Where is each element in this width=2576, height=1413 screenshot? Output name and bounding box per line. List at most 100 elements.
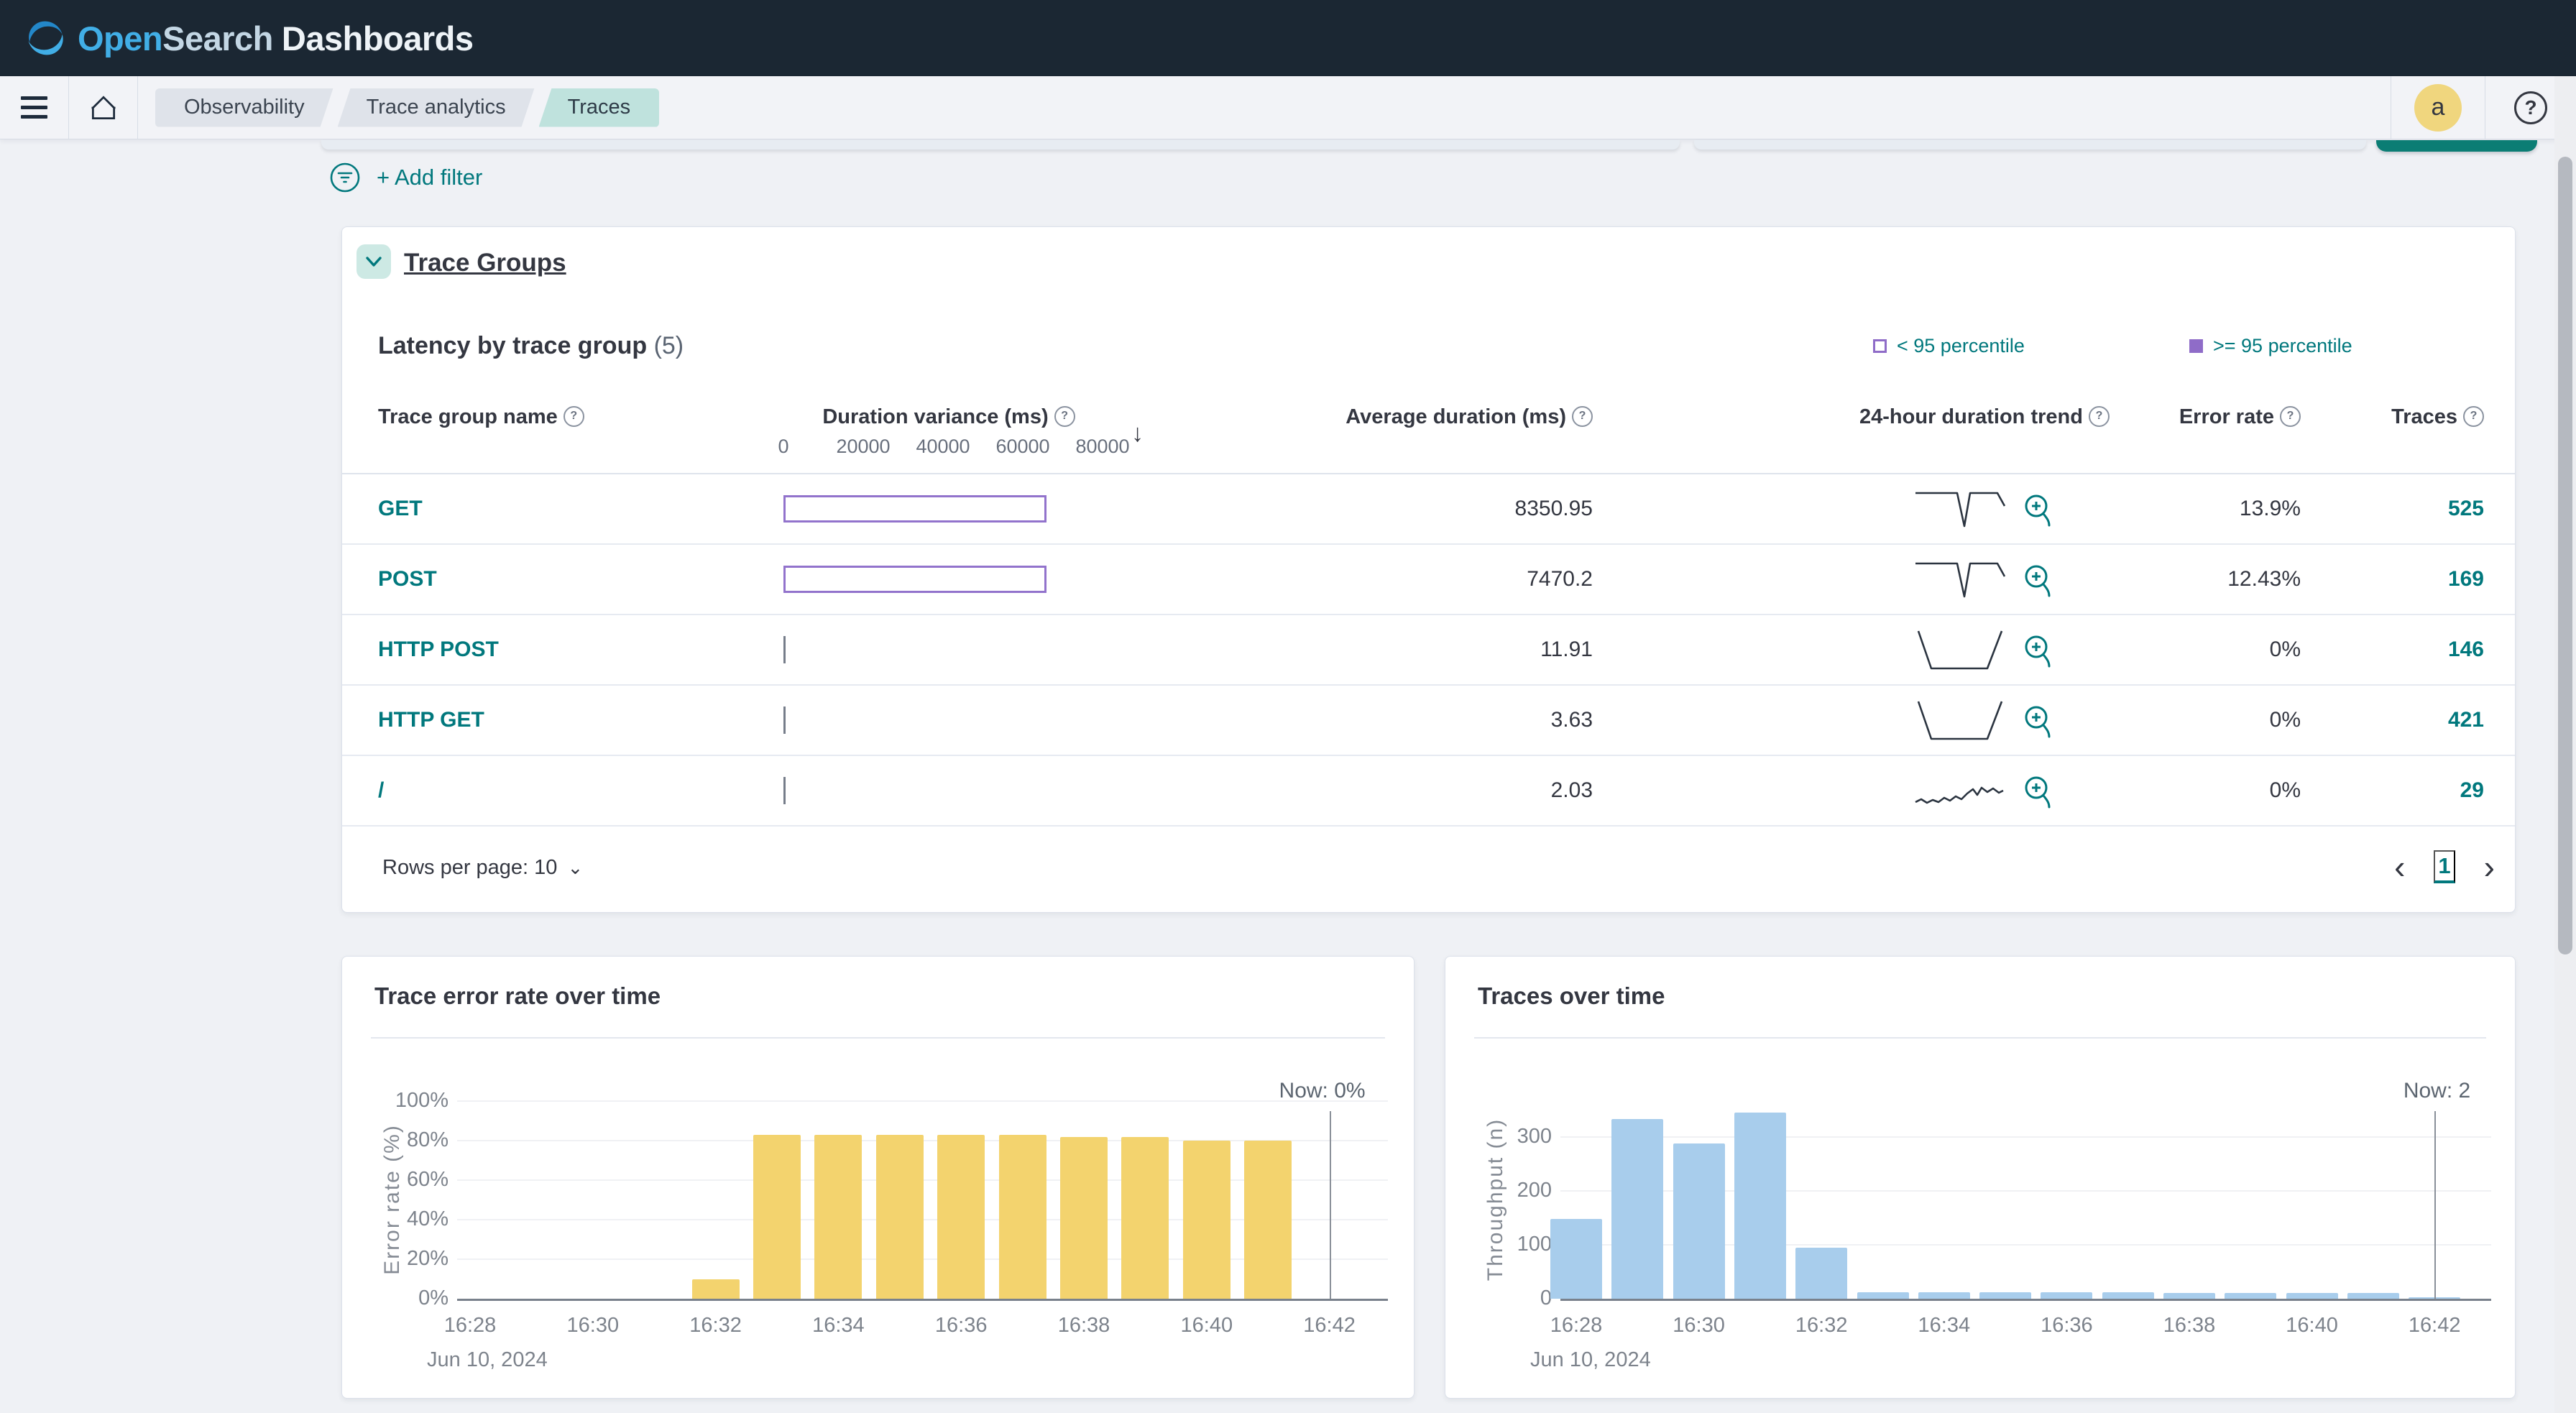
- column-header-trace-group-name[interactable]: Trace group name?: [378, 405, 584, 429]
- question-circle-icon[interactable]: ?: [1572, 405, 1593, 427]
- trace-group-name-link[interactable]: HTTP GET: [378, 708, 484, 732]
- now-annotation: Now: 2: [2403, 1079, 2471, 1103]
- variance-axis-tick: 0: [778, 436, 789, 457]
- avatar[interactable]: a: [2414, 83, 2462, 132]
- variance-axis-ticks: 0 20000 40000 60000 80000: [778, 436, 1129, 461]
- latency-table-title: Latency by trace group (5): [378, 332, 684, 360]
- x-tick-label: 16:42: [1303, 1314, 1356, 1337]
- bar: [753, 1134, 801, 1299]
- trace-group-name-link[interactable]: POST: [378, 567, 437, 591]
- traces-count-link[interactable]: 169: [2447, 567, 2484, 591]
- gridline: [1560, 1136, 2491, 1138]
- previous-page-button[interactable]: ‹: [2390, 850, 2409, 884]
- bar: [1244, 1141, 1292, 1299]
- table-row: / 2.03 0% 29: [342, 756, 2515, 827]
- trace-group-name-link[interactable]: /: [378, 778, 385, 802]
- gridline: [1560, 1243, 2491, 1246]
- divider: [371, 1037, 1385, 1039]
- breadcrumbs: Observability Trace analytics Traces: [155, 88, 663, 127]
- x-tick-label: 16:28: [1550, 1314, 1603, 1337]
- expand-trend-button[interactable]: [2022, 492, 2055, 531]
- expand-trend-button[interactable]: [2022, 703, 2055, 742]
- legend-item: < 95 percentile: [1873, 335, 2025, 357]
- gridline: [1560, 1189, 2491, 1192]
- collapse-trace-groups-button[interactable]: [356, 244, 391, 279]
- y-tick-label: 0%: [418, 1287, 448, 1310]
- error-rate-chart-panel: Trace error rate over time Error rate (%…: [341, 956, 1414, 1399]
- duration-variance-bar: [783, 566, 1047, 593]
- average-duration-value: 2.03: [1550, 778, 1593, 802]
- app-title-product: Dashboards: [281, 19, 474, 57]
- home-button[interactable]: [69, 76, 137, 139]
- breadcrumb-traces[interactable]: Traces: [538, 88, 660, 127]
- update-button-cutoff[interactable]: [2376, 140, 2537, 152]
- question-circle-icon[interactable]: ?: [2280, 405, 2301, 427]
- trace-group-name-link[interactable]: HTTP POST: [378, 638, 499, 661]
- breadcrumb-trace-analytics[interactable]: Trace analytics: [338, 88, 535, 127]
- home-icon: [91, 95, 115, 119]
- question-circle-icon[interactable]: ?: [2463, 405, 2484, 427]
- chevron-down-icon: [366, 257, 382, 267]
- scrollbar-thumb[interactable]: [2558, 157, 2572, 954]
- column-header-duration-trend[interactable]: 24-hour duration trend?: [1841, 405, 2128, 429]
- add-filter-button[interactable]: + Add filter: [325, 161, 487, 194]
- duration-trend-sparkline: [1913, 766, 2006, 819]
- top-navbar: Observability Trace analytics Traces a ?: [0, 76, 2576, 139]
- help-icon[interactable]: ?: [2514, 91, 2547, 124]
- expand-trend-button[interactable]: [2022, 562, 2055, 602]
- traces-count-link[interactable]: 29: [2460, 778, 2484, 802]
- breadcrumb-observability[interactable]: Observability: [155, 88, 334, 127]
- magnify-plus-icon: [2025, 494, 2051, 527]
- x-tick-label: 16:34: [812, 1314, 865, 1337]
- question-circle-icon[interactable]: ?: [1054, 405, 1075, 427]
- date-picker-cutoff[interactable]: [1694, 140, 2366, 149]
- trace-group-name-link[interactable]: GET: [378, 497, 423, 520]
- search-input-cutoff[interactable]: [321, 140, 1680, 149]
- bar: [937, 1134, 985, 1299]
- scrollbar-track: [2554, 76, 2576, 1413]
- bar: [2347, 1293, 2399, 1299]
- column-header-error-rate[interactable]: Error rate?: [2103, 405, 2301, 429]
- page-1-button[interactable]: 1: [2434, 850, 2455, 883]
- traces-count-link[interactable]: 525: [2447, 497, 2484, 520]
- column-header-traces[interactable]: Traces?: [2286, 405, 2484, 429]
- y-tick-label: 100: [1517, 1232, 1552, 1256]
- now-marker-line: [2434, 1111, 2437, 1299]
- x-tick-label: 16:36: [2041, 1314, 2093, 1337]
- traces-count-link[interactable]: 421: [2447, 708, 2484, 732]
- average-duration-value: 11.91: [1540, 638, 1593, 661]
- menu-button[interactable]: [0, 76, 68, 139]
- duration-variance-tick: [783, 706, 786, 734]
- bar: [1918, 1292, 1970, 1299]
- expand-trend-button[interactable]: [2022, 773, 2055, 813]
- average-duration-value: 8350.95: [1514, 497, 1593, 520]
- expand-trend-button[interactable]: [2022, 632, 2055, 672]
- gridline: [457, 1100, 1388, 1102]
- x-axis-line: [457, 1299, 1388, 1301]
- sort-descending-icon[interactable]: ↓: [1131, 420, 1144, 447]
- traces-count-link[interactable]: 146: [2447, 638, 2484, 661]
- latency-table-title-text: Latency by trace group: [378, 332, 648, 359]
- x-axis-date-label: Jun 10, 2024: [427, 1348, 548, 1371]
- chart-title: Traces over time: [1478, 982, 1665, 1009]
- column-header-average-duration[interactable]: Average duration (ms)?: [1262, 405, 1593, 429]
- nav-divider: [68, 76, 69, 139]
- magnify-plus-icon: [2025, 706, 2051, 738]
- x-tick-label: 16:38: [1057, 1314, 1110, 1337]
- bar: [814, 1134, 862, 1299]
- bar: [2286, 1293, 2338, 1299]
- y-tick-label: 200: [1517, 1178, 1552, 1202]
- rows-per-page-button[interactable]: Rows per page: 10 ⌄: [378, 855, 587, 880]
- x-tick-label: 16:28: [443, 1314, 497, 1337]
- column-header-duration-variance[interactable]: Duration variance (ms)?: [783, 405, 1114, 429]
- bar: [2163, 1292, 2215, 1299]
- average-duration-value: 7470.2: [1527, 567, 1593, 591]
- next-page-button[interactable]: ›: [2480, 850, 2499, 884]
- traces-over-time-chart-panel: Traces over time Throughput (n) 0 100 200 30…: [1445, 956, 2516, 1399]
- x-axis-date-label: Jun 10, 2024: [1530, 1348, 1651, 1371]
- x-tick-label: 16:34: [1918, 1314, 1971, 1337]
- legend-item: >= 95 percentile: [2189, 335, 2352, 357]
- question-circle-icon[interactable]: ?: [2088, 405, 2110, 427]
- question-circle-icon[interactable]: ?: [563, 405, 584, 427]
- trace-groups-title[interactable]: Trace Groups: [404, 249, 566, 277]
